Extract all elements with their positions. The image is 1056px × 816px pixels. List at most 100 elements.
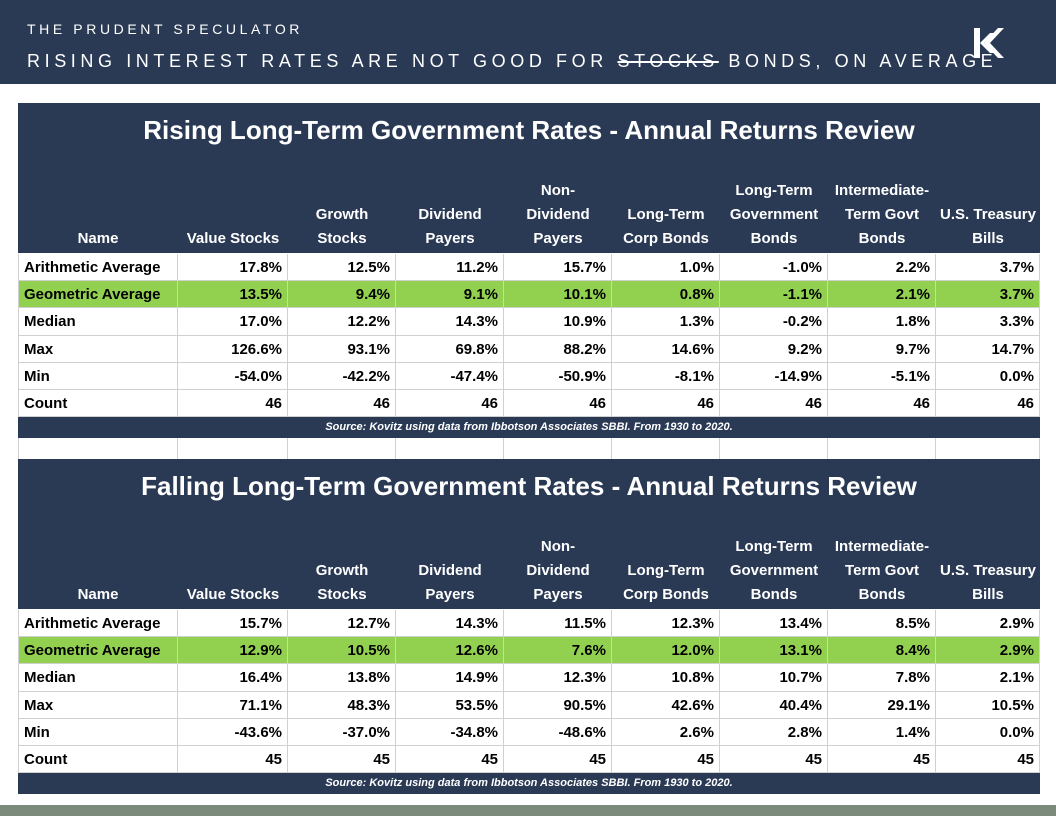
header-line: Payers	[425, 230, 475, 247]
header-line: Government	[729, 206, 819, 223]
value-cell: 17.8%	[178, 254, 288, 282]
value-cell: 42.6%	[612, 691, 720, 719]
header-line: Corp Bonds	[623, 230, 709, 247]
source-note: Source: Kovitz using data from Ibbotson …	[18, 417, 1040, 439]
row-name: Arithmetic Average	[18, 610, 178, 638]
header-line: Dividend	[418, 562, 482, 579]
value-cell: 12.7%	[288, 610, 396, 638]
value-cell: 13.1%	[720, 637, 828, 665]
value-cell: -34.8%	[396, 718, 504, 746]
logo	[974, 28, 1004, 58]
header-line: Long-Term	[735, 182, 813, 199]
value-cell: 14.3%	[396, 610, 504, 638]
spacer-cell	[936, 438, 1040, 459]
column-header: Value Stocks	[178, 519, 288, 607]
value-cell: 2.6%	[612, 718, 720, 746]
header: THE PRUDENT SPECULATOR RISING INTEREST R…	[0, 0, 1056, 84]
value-cell: 46	[612, 390, 720, 418]
header-line: Dividend	[526, 562, 590, 579]
value-cell: 12.0%	[612, 637, 720, 665]
title-text: BONDS, ON AVERAGE	[728, 51, 998, 71]
spacer-cell	[18, 438, 178, 459]
row-name: Median	[18, 664, 178, 692]
spacer-cell	[504, 438, 612, 459]
value-cell: 2.1%	[936, 664, 1040, 692]
value-cell: 11.5%	[504, 610, 612, 638]
value-cell: 3.3%	[936, 308, 1040, 336]
value-cell: 12.9%	[178, 637, 288, 665]
column-header: Intermediate- Term Govt Bonds	[828, 163, 936, 251]
value-cell: 69.8%	[396, 335, 504, 363]
column-header: Name	[18, 519, 178, 607]
header-line: Corp Bonds	[623, 586, 709, 603]
value-cell: 11.2%	[396, 254, 504, 282]
column-header: Non- Dividend Payers	[504, 163, 612, 251]
value-cell: -50.9%	[504, 362, 612, 390]
value-cell: 45	[828, 746, 936, 774]
column-header: Long-Term Corp Bonds	[612, 163, 720, 251]
value-cell: 71.1%	[178, 691, 288, 719]
column-header: Intermediate- Term Govt Bonds	[828, 519, 936, 607]
value-cell: -54.0%	[178, 362, 288, 390]
column-header: Long-Term Government Bonds	[720, 519, 828, 607]
value-cell: 7.6%	[504, 637, 612, 665]
value-cell: 0.0%	[936, 718, 1040, 746]
value-cell: 13.4%	[720, 610, 828, 638]
value-cell: 8.5%	[828, 610, 936, 638]
header-line: Bonds	[750, 586, 798, 603]
value-cell: 14.7%	[936, 335, 1040, 363]
value-cell: 2.8%	[720, 718, 828, 746]
value-cell: 12.2%	[288, 308, 396, 336]
spacer-cell	[396, 438, 504, 459]
value-cell: 90.5%	[504, 691, 612, 719]
value-cell: 0.0%	[936, 362, 1040, 390]
value-cell: 14.3%	[396, 308, 504, 336]
column-header: Dividend Payers	[396, 163, 504, 251]
header-title: RISING INTEREST RATES ARE NOT GOOD FOR S…	[27, 51, 997, 72]
value-cell: 40.4%	[720, 691, 828, 719]
value-cell: 9.1%	[396, 281, 504, 309]
table-header	[18, 459, 1040, 609]
header-line: Name	[77, 586, 119, 603]
source-note: Source: Kovitz using data from Ibbotson …	[18, 773, 1040, 795]
value-cell: 45	[178, 746, 288, 774]
value-cell: 13.5%	[178, 281, 288, 309]
value-cell: 126.6%	[178, 335, 288, 363]
value-cell: 9.4%	[288, 281, 396, 309]
table-title: Falling Long-Term Government Rates - Ann…	[141, 471, 917, 501]
value-cell: 12.5%	[288, 254, 396, 282]
value-cell: 7.8%	[828, 664, 936, 692]
header-line: Value Stocks	[186, 586, 280, 603]
value-cell: -42.2%	[288, 362, 396, 390]
row-name: Max	[18, 335, 178, 363]
header-line: Long-Term	[735, 538, 813, 555]
column-header: Non- Dividend Payers	[504, 519, 612, 607]
value-cell: 45	[936, 746, 1040, 774]
value-cell: 45	[288, 746, 396, 774]
spacer-cell	[720, 438, 828, 459]
column-header: Value Stocks	[178, 163, 288, 251]
value-cell: 46	[396, 390, 504, 418]
value-cell: 14.9%	[396, 664, 504, 692]
value-cell: 8.4%	[828, 637, 936, 665]
struck-text: STOCKS	[617, 51, 719, 71]
header-line: U.S. Treasury	[940, 206, 1036, 223]
header-line: Long-Term	[627, 206, 705, 223]
value-cell: 46	[288, 390, 396, 418]
header-line: Payers	[425, 586, 475, 603]
value-cell: 2.9%	[936, 610, 1040, 638]
value-cell: 29.1%	[828, 691, 936, 719]
header-line: Non-	[540, 538, 576, 555]
value-cell: -1.0%	[720, 254, 828, 282]
row-name: Count	[18, 746, 178, 774]
header-line: Growth	[315, 206, 369, 223]
column-header: Long-Term Corp Bonds	[612, 519, 720, 607]
column-header: Growth Stocks	[288, 163, 396, 251]
footer-bar	[0, 805, 1056, 816]
value-cell: 45	[396, 746, 504, 774]
value-cell: 9.7%	[828, 335, 936, 363]
header-line: Bonds	[750, 230, 798, 247]
header-line: Bonds	[858, 230, 906, 247]
value-cell: 46	[828, 390, 936, 418]
value-cell: 2.2%	[828, 254, 936, 282]
